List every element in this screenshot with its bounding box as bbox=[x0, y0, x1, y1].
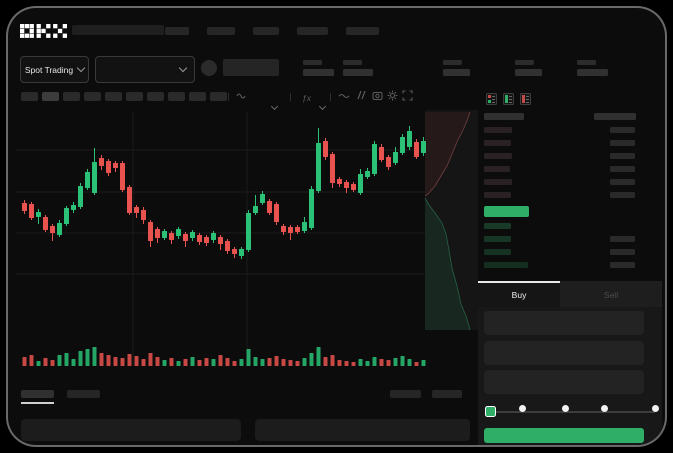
slider-dot-100pct[interactable] bbox=[652, 405, 659, 412]
okx-logo bbox=[20, 24, 68, 38]
book-asks-icon[interactable] bbox=[520, 93, 531, 105]
candlestick-chart bbox=[16, 110, 478, 366]
last-price-badge[interactable] bbox=[484, 206, 529, 217]
ask-price-3[interactable] bbox=[484, 166, 510, 172]
coin-avatar bbox=[201, 60, 217, 76]
gear-icon[interactable] bbox=[387, 90, 398, 105]
price-input[interactable] bbox=[484, 311, 644, 335]
tab-sell-label: Sell bbox=[603, 290, 619, 300]
total-input[interactable] bbox=[484, 370, 644, 394]
stat-label-2 bbox=[443, 60, 462, 65]
ask-price-2[interactable] bbox=[484, 153, 512, 159]
interval-button-7[interactable] bbox=[168, 92, 185, 101]
compare-icon[interactable] bbox=[357, 90, 368, 105]
orders-table-placeholder bbox=[21, 419, 241, 441]
interval-button-4[interactable] bbox=[105, 92, 122, 101]
indicators-fx-icon[interactable]: ƒx bbox=[302, 93, 311, 103]
toolbar-divider bbox=[330, 93, 331, 101]
orderbook-header-right bbox=[594, 113, 636, 120]
ask-price-5[interactable] bbox=[484, 192, 511, 198]
fullscreen-icon[interactable] bbox=[402, 90, 413, 105]
book-split-icon[interactable] bbox=[486, 93, 497, 105]
ask-amount-2 bbox=[610, 153, 635, 159]
ask-amount-4 bbox=[610, 179, 635, 185]
device-frame: Spot Trading ƒx Buy Sell bbox=[6, 6, 667, 447]
interval-button-2[interactable] bbox=[63, 92, 80, 101]
buy-submit-button[interactable] bbox=[484, 428, 644, 443]
tab-sell[interactable]: Sell bbox=[560, 281, 662, 307]
interval-button-6[interactable] bbox=[147, 92, 164, 101]
ask-price-0[interactable] bbox=[484, 127, 512, 133]
interval-button-0[interactable] bbox=[21, 92, 38, 101]
nav-item-3[interactable] bbox=[297, 27, 328, 35]
toolbar-divider bbox=[228, 93, 229, 101]
slider-handle[interactable] bbox=[485, 406, 496, 417]
amount-input[interactable] bbox=[484, 341, 644, 365]
interval-button-9[interactable] bbox=[210, 92, 227, 101]
interval-button-1[interactable] bbox=[42, 92, 59, 101]
bid-amount-3 bbox=[610, 262, 635, 268]
pair-pill-placeholder bbox=[72, 25, 164, 35]
stat-value-0 bbox=[303, 69, 334, 76]
camera-icon[interactable] bbox=[372, 90, 383, 105]
stat-value-4 bbox=[577, 69, 608, 76]
stat-value-1 bbox=[343, 69, 373, 76]
interval-button-8[interactable] bbox=[189, 92, 206, 101]
market-selector-label: Spot Trading bbox=[24, 64, 74, 75]
stat-label-4 bbox=[577, 60, 596, 65]
nav-item-1[interactable] bbox=[207, 27, 235, 35]
bid-price-1[interactable] bbox=[484, 236, 511, 242]
ask-price-4[interactable] bbox=[484, 179, 512, 185]
stat-value-2 bbox=[443, 69, 470, 76]
bid-amount-2 bbox=[610, 249, 635, 255]
stat-label-1 bbox=[343, 60, 362, 65]
price-placeholder bbox=[223, 59, 279, 76]
bottom-link-1[interactable] bbox=[390, 390, 421, 398]
bid-price-2[interactable] bbox=[484, 249, 511, 255]
amount-slider-track[interactable] bbox=[490, 411, 655, 413]
stat-value-3 bbox=[515, 69, 542, 76]
stat-label-0 bbox=[303, 60, 322, 65]
bid-amount-1 bbox=[610, 236, 635, 242]
nav-item-0[interactable] bbox=[165, 27, 189, 35]
nav-item-2[interactable] bbox=[253, 27, 279, 35]
line-tool-icon[interactable] bbox=[338, 90, 350, 105]
slider-dot-25pct[interactable] bbox=[519, 405, 526, 412]
tab-buy[interactable]: Buy bbox=[478, 281, 560, 307]
interval-button-3[interactable] bbox=[84, 92, 101, 101]
candle-style-icon[interactable] bbox=[236, 90, 249, 105]
ask-amount-0 bbox=[610, 127, 635, 133]
positions-table-placeholder bbox=[255, 419, 470, 441]
bottom-link-2[interactable] bbox=[432, 390, 462, 398]
book-bids-icon[interactable] bbox=[503, 93, 514, 105]
ask-amount-5 bbox=[610, 192, 635, 198]
bid-price-3[interactable] bbox=[484, 262, 528, 268]
slider-dot-75pct[interactable] bbox=[601, 405, 608, 412]
active-tab-underline bbox=[478, 281, 560, 283]
orderbook-header-left bbox=[484, 113, 524, 120]
bottom-tab-orders[interactable] bbox=[21, 390, 54, 398]
ask-price-1[interactable] bbox=[484, 140, 511, 146]
slider-dot-50pct[interactable] bbox=[562, 405, 569, 412]
stat-label-3 bbox=[515, 60, 534, 65]
tab-buy-label: Buy bbox=[511, 290, 527, 300]
interval-button-5[interactable] bbox=[126, 92, 143, 101]
ask-amount-1 bbox=[610, 140, 635, 146]
toolbar-divider bbox=[290, 93, 291, 101]
nav-item-4[interactable] bbox=[346, 27, 379, 35]
bottom-tab-underline bbox=[21, 402, 54, 404]
bottom-tab-history[interactable] bbox=[67, 390, 100, 398]
ask-amount-3 bbox=[610, 166, 635, 172]
market-selector-button[interactable]: Spot Trading bbox=[20, 56, 89, 83]
pair-dropdown[interactable] bbox=[95, 56, 195, 83]
bid-price-0[interactable] bbox=[484, 223, 511, 229]
